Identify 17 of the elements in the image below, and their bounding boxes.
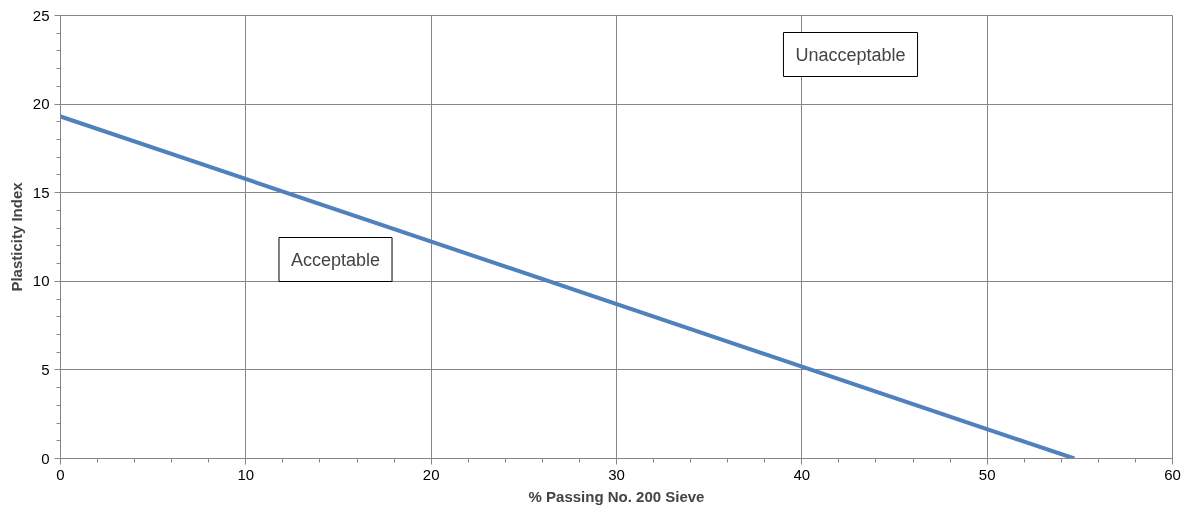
x-tick-label: 50: [978, 465, 996, 483]
x-axis-title: % Passing No. 200 Sieve: [528, 487, 705, 505]
annotation: Unacceptable: [795, 44, 906, 65]
y-tick-label: 20: [32, 95, 50, 113]
x-tick-label: 10: [237, 465, 255, 483]
y-tick-label: 5: [41, 360, 50, 378]
annotation: Acceptable: [290, 249, 381, 270]
x-tick-label: 60: [1164, 465, 1181, 483]
y-tick-label: 0: [41, 449, 50, 467]
y-tick-label: 10: [32, 272, 50, 290]
y-axis-title: Plasticity Index: [7, 181, 25, 292]
y-tick-label: 25: [32, 6, 50, 24]
y-tick-label: 15: [32, 183, 50, 201]
x-tick-label: 20: [422, 465, 440, 483]
x-tick-label: 0: [56, 465, 65, 483]
x-tick-label: 30: [608, 465, 625, 483]
x-tick-label: 40: [793, 465, 811, 483]
